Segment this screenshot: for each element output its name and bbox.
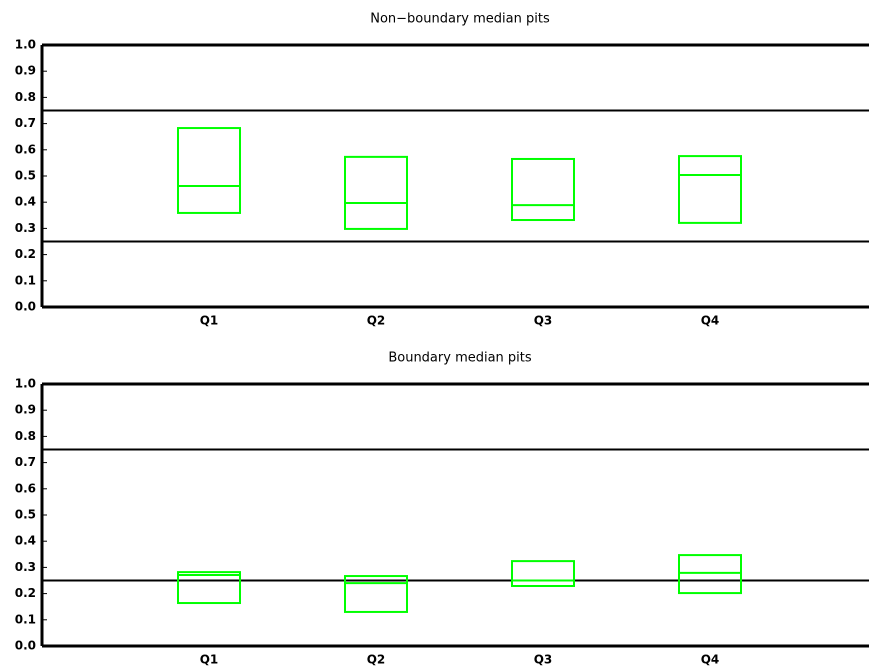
chart-title: Boundary median pits [388, 351, 532, 366]
box [511, 560, 575, 588]
x-tick-label: Q2 [367, 314, 386, 328]
y-tick-label: 0.6 [15, 142, 36, 156]
box [678, 554, 742, 595]
y-tick-label: 0.2 [15, 586, 36, 600]
y-tick-label: 1.0 [15, 377, 36, 391]
x-tick-label: Q1 [200, 314, 219, 328]
y-tick-label: 0.1 [15, 273, 36, 287]
y-tick-label: 0.1 [15, 612, 36, 626]
y-tick-label: 0.5 [15, 169, 36, 183]
y-tick-label: 0.0 [15, 300, 36, 314]
y-tick-label: 0.9 [15, 403, 36, 417]
box [678, 155, 742, 224]
box [511, 157, 575, 222]
y-tick-label: 0.2 [15, 247, 36, 261]
x-tick-label: Q3 [534, 653, 553, 667]
y-tick-label: 0.7 [15, 455, 36, 469]
y-tick-label: 0.3 [15, 221, 36, 235]
box [344, 575, 408, 613]
x-tick-label: Q1 [200, 653, 219, 667]
y-tick-label: 0.8 [15, 429, 36, 443]
y-tick-label: 1.0 [15, 38, 36, 52]
y-tick-label: 0.8 [15, 90, 36, 104]
x-tick-label: Q4 [701, 653, 720, 667]
y-tick-label: 0.9 [15, 64, 36, 78]
x-tick-label: Q2 [367, 653, 386, 667]
x-tick-label: Q4 [701, 314, 720, 328]
y-tick-label: 0.4 [15, 195, 36, 209]
y-tick-label: 0.5 [15, 508, 36, 522]
y-tick-label: 0.7 [15, 116, 36, 130]
y-tick-label: 0.0 [15, 639, 36, 653]
y-tick-label: 0.6 [15, 481, 36, 495]
x-tick-label: Q3 [534, 314, 553, 328]
box [177, 571, 241, 605]
y-tick-label: 0.3 [15, 560, 36, 574]
box [344, 155, 408, 230]
chart-title: Non−boundary median pits [370, 12, 550, 27]
box [177, 127, 241, 214]
y-tick-label: 0.4 [15, 534, 36, 548]
